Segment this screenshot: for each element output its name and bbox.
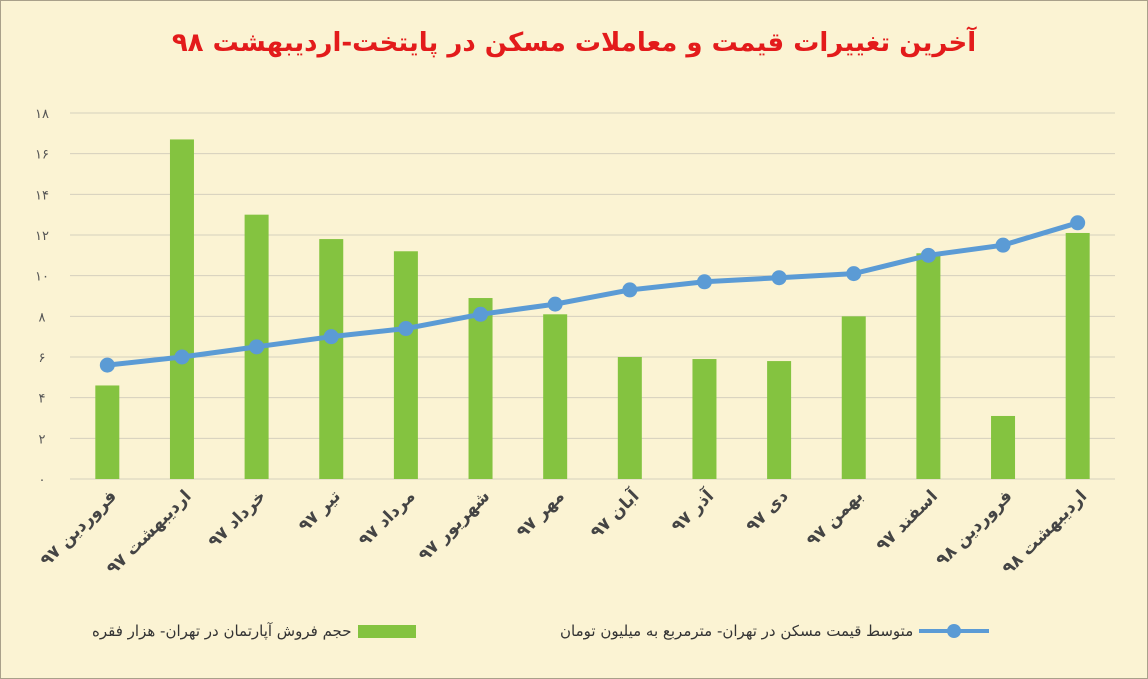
- x-tick-label: آذر ۹۷: [666, 484, 718, 536]
- line-point: [1070, 215, 1086, 231]
- x-tick-label: اسفند ۹۷: [872, 486, 941, 555]
- line-point: [323, 329, 339, 345]
- bar: [169, 139, 194, 479]
- bar: [1065, 232, 1090, 479]
- y-tick-label: ۶: [39, 351, 46, 366]
- y-tick-label: ۱۴: [35, 188, 49, 203]
- line-point: [696, 274, 712, 290]
- y-tick-label: ۴: [39, 392, 46, 407]
- y-tick-label: ۱۶: [35, 148, 49, 163]
- bar: [692, 359, 717, 479]
- line-point: [995, 237, 1011, 253]
- line-point: [622, 282, 638, 298]
- legend-label-price: متوسط قیمت مسکن در تهران- مترمربع به میل…: [560, 622, 914, 640]
- bar: [841, 316, 866, 479]
- legend-bar-swatch: [357, 624, 416, 638]
- bar: [319, 239, 344, 479]
- gridlines: [70, 112, 1115, 480]
- legend-label-sales: حجم فروش آپارتمان در تهران- هزار فقره: [92, 622, 352, 640]
- chart-title: آخرین تغییرات قیمت و معاملات مسکن در پای…: [171, 28, 977, 58]
- x-tick-label: فروردین ۹۷: [37, 486, 121, 570]
- bar: [468, 298, 493, 479]
- y-axis-ticks: ۰ ۲ ۴ ۶ ۸ ۱۰ ۱۲ ۱۴ ۱۶ ۱۸: [35, 107, 49, 488]
- y-tick-label: ۰: [39, 473, 46, 488]
- bar-series: [95, 139, 1090, 479]
- bar: [393, 251, 418, 479]
- line-point: [398, 321, 414, 337]
- legend: متوسط قیمت مسکن در تهران- مترمربع به میل…: [0, 618, 1148, 648]
- bar: [543, 314, 568, 479]
- y-tick-label: ۱۰: [35, 270, 49, 285]
- legend-line-swatch: [919, 623, 990, 639]
- x-tick-label: دی ۹۷: [742, 486, 792, 536]
- legend-item-price: متوسط قیمت مسکن در تهران- مترمربع به میل…: [560, 622, 990, 640]
- line-point: [473, 306, 489, 322]
- line-point: [771, 270, 787, 286]
- y-tick-label: ۸: [39, 310, 46, 325]
- bar: [95, 385, 120, 479]
- price-line: [107, 220, 1079, 368]
- x-tick-label: شهریور ۹۷: [415, 486, 494, 565]
- line-point: [174, 349, 190, 365]
- y-tick-label: ۲: [39, 432, 46, 447]
- x-tick-label: مهر ۹۷: [513, 486, 569, 542]
- line-point: [846, 266, 862, 282]
- bar: [991, 415, 1016, 479]
- line-point: [99, 357, 115, 373]
- x-tick-label: خرداد ۹۷: [205, 486, 271, 552]
- line-point: [249, 339, 265, 355]
- x-tick-label: مرداد ۹۷: [355, 486, 419, 550]
- bar: [767, 361, 792, 479]
- x-tick-label: فروردین ۹۸: [932, 486, 1016, 570]
- legend-item-sales: حجم فروش آپارتمان در تهران- هزار فقره: [92, 622, 416, 640]
- line-point: [920, 247, 936, 263]
- y-tick-label: ۱۲: [35, 229, 49, 244]
- x-tick-label: آبان ۹۷: [586, 484, 645, 543]
- bar: [617, 357, 642, 479]
- line-series: [99, 215, 1086, 373]
- x-tick-label: تیر ۹۷: [295, 486, 345, 536]
- line-point: [547, 296, 563, 312]
- y-tick-label: ۱۸: [35, 107, 49, 122]
- bar: [916, 253, 941, 479]
- x-tick-label: بهمن ۹۷: [803, 486, 867, 550]
